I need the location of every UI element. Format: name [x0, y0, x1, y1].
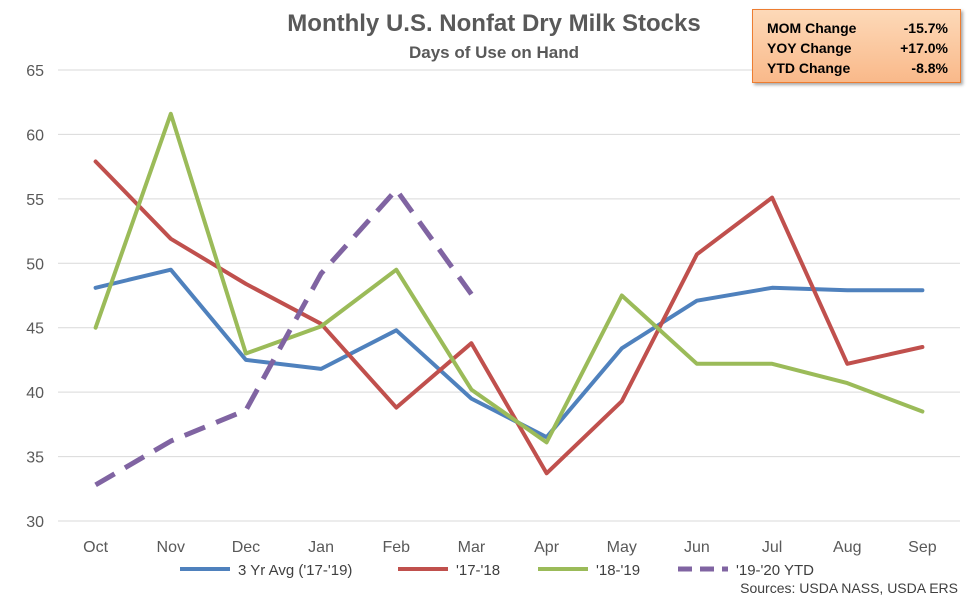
- summary-value: +17.0%: [900, 40, 948, 56]
- x-tick-label: Nov: [157, 539, 185, 556]
- series-line-3: [93, 111, 925, 445]
- y-tick-label: 60: [26, 127, 44, 144]
- x-tick-label: Oct: [83, 539, 108, 556]
- summary-row-ytd: YTD Change -8.8%: [767, 58, 948, 78]
- y-tick-label: 50: [26, 256, 44, 273]
- series-line-4: [94, 187, 474, 488]
- summary-row-mom: MOM Change -15.7%: [767, 18, 948, 38]
- legend-label: '17-'18: [456, 562, 500, 579]
- summary-label: YOY Change: [767, 40, 852, 56]
- x-tick-label: Jul: [762, 539, 782, 556]
- x-tick-label: Sep: [908, 539, 937, 556]
- x-tick-label: Aug: [833, 539, 861, 556]
- series-lines: [93, 111, 925, 488]
- y-tick-label: 40: [26, 385, 44, 402]
- legend-label: '19-'20 YTD: [736, 562, 814, 579]
- chart-title: Monthly U.S. Nonfat Dry Milk Stocks: [287, 10, 700, 37]
- x-tick-label: Apr: [534, 539, 560, 556]
- x-tick-label: Jan: [308, 539, 334, 556]
- y-tick-label: 65: [26, 63, 44, 80]
- y-tick-label: 55: [26, 192, 44, 209]
- y-tick-label: 35: [26, 450, 44, 467]
- series-line-2: [93, 159, 925, 476]
- x-axis-ticks: Oct Nov Dec Jan Feb Mar Apr May Jun Jul Aug Sep: [83, 539, 937, 556]
- summary-value: -8.8%: [911, 60, 948, 76]
- chart-subtitle: Days of Use on Hand: [409, 43, 579, 62]
- x-tick-label: May: [607, 539, 637, 556]
- summary-value: -15.7%: [903, 20, 948, 36]
- summary-row-yoy: YOY Change +17.0%: [767, 38, 948, 58]
- x-tick-label: Jun: [684, 539, 710, 556]
- y-tick-label: 30: [26, 514, 44, 531]
- y-tick-label: 45: [26, 321, 44, 338]
- x-tick-label: Dec: [232, 539, 260, 556]
- summary-label: MOM Change: [767, 20, 857, 36]
- x-tick-label: Feb: [382, 539, 410, 556]
- legend-label: 3 Yr Avg ('17-'19): [238, 562, 352, 579]
- summary-label: YTD Change: [767, 60, 851, 76]
- source-note: Sources: USDA NASS, USDA ERS: [740, 580, 958, 596]
- y-axis-ticks: 30 35 40 45 50 55 60 65: [26, 63, 44, 531]
- legend: 3 Yr Avg ('17-'19) '17-'18 '18-'19 '19-'20 …: [180, 562, 814, 579]
- x-tick-label: Mar: [458, 539, 486, 556]
- legend-label: '18-'19: [596, 562, 640, 579]
- summary-box: MOM Change -15.7% YOY Change +17.0% YTD …: [752, 9, 961, 83]
